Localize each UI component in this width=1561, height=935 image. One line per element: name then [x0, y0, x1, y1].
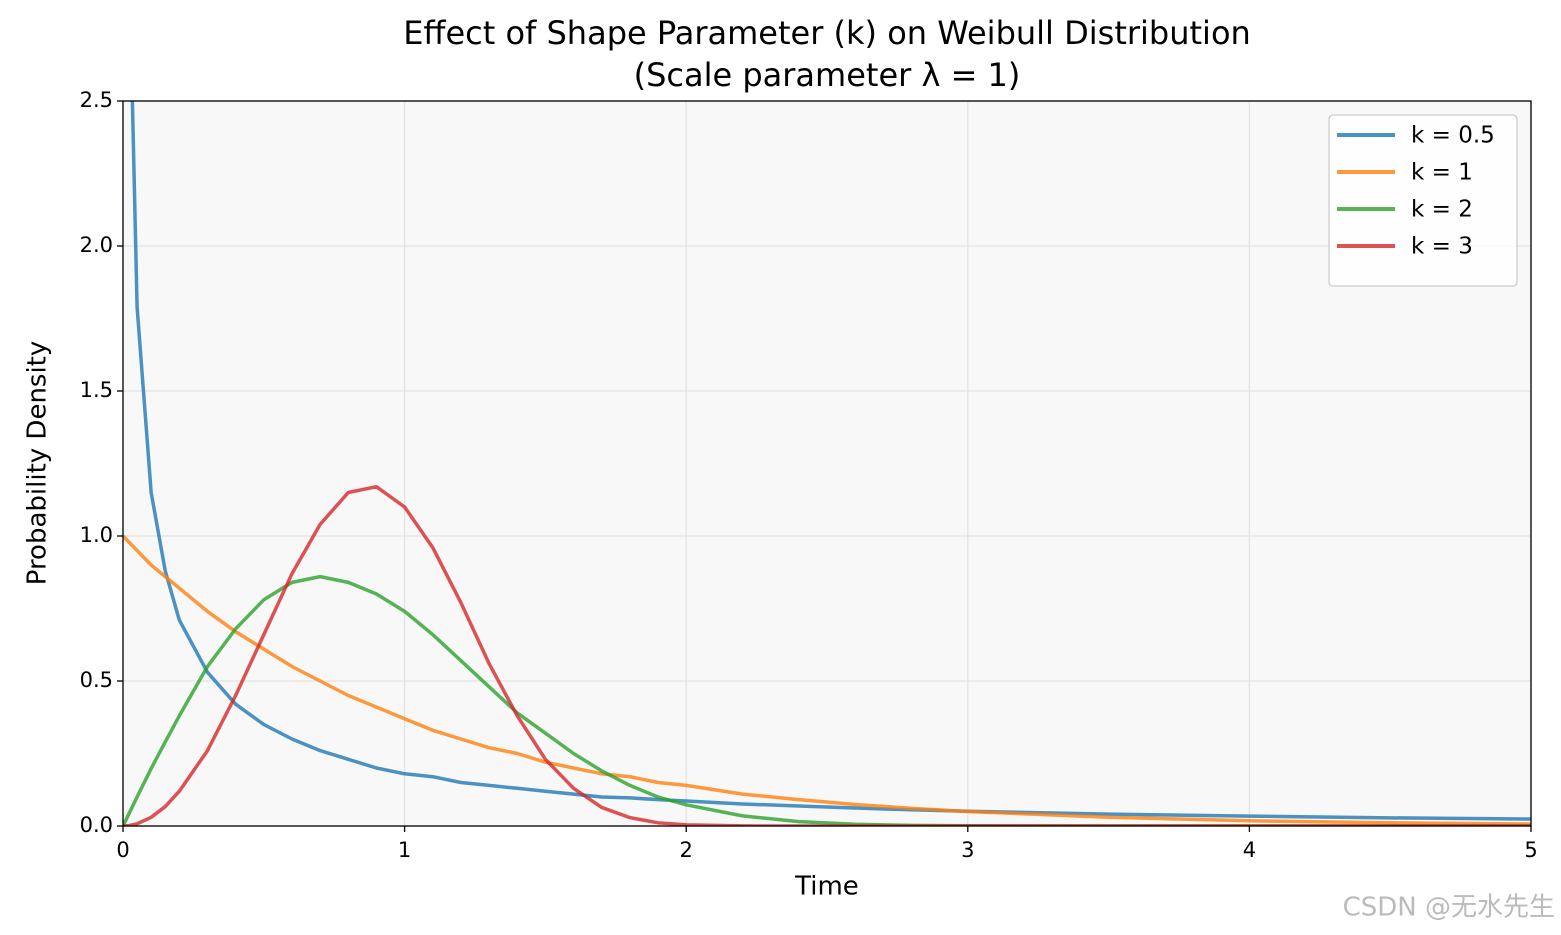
legend-label: k = 2	[1411, 197, 1473, 223]
chart-subtitle: (Scale parameter λ = 1)	[634, 56, 1021, 94]
chart-title: Effect of Shape Parameter (k) on Weibull…	[403, 14, 1251, 52]
y-tick-label: 1.0	[80, 523, 113, 547]
plot-background	[123, 101, 1531, 826]
plot-frame	[122, 100, 1532, 827]
line-series	[130, 101, 1531, 821]
legend-label: k = 3	[1411, 234, 1473, 260]
legend-label: k = 1	[1411, 160, 1473, 186]
x-tick-label: 2	[680, 838, 693, 862]
legend-label: k = 0.5	[1411, 123, 1495, 149]
y-tick-label: 0.5	[80, 668, 113, 692]
y-tick-label: 1.5	[80, 378, 113, 402]
y-tick-label: 2.5	[80, 88, 113, 112]
x-axis-label: Time	[794, 872, 859, 902]
line-series	[123, 534, 1531, 826]
y-tick-label: 2.0	[80, 233, 113, 257]
x-tick-label: 3	[961, 838, 974, 862]
watermark: CSDN @无水先生	[1343, 893, 1555, 923]
x-tick-label: 5	[1524, 838, 1537, 862]
y-tick-label: 0.0	[80, 813, 113, 837]
y-axis-label: Probability Density	[23, 341, 53, 586]
x-tick-label: 1	[398, 838, 411, 862]
x-tick-label: 0	[116, 838, 129, 862]
legend-box	[1328, 114, 1518, 287]
line-series	[123, 484, 1531, 826]
x-tick-label: 4	[1243, 838, 1256, 862]
